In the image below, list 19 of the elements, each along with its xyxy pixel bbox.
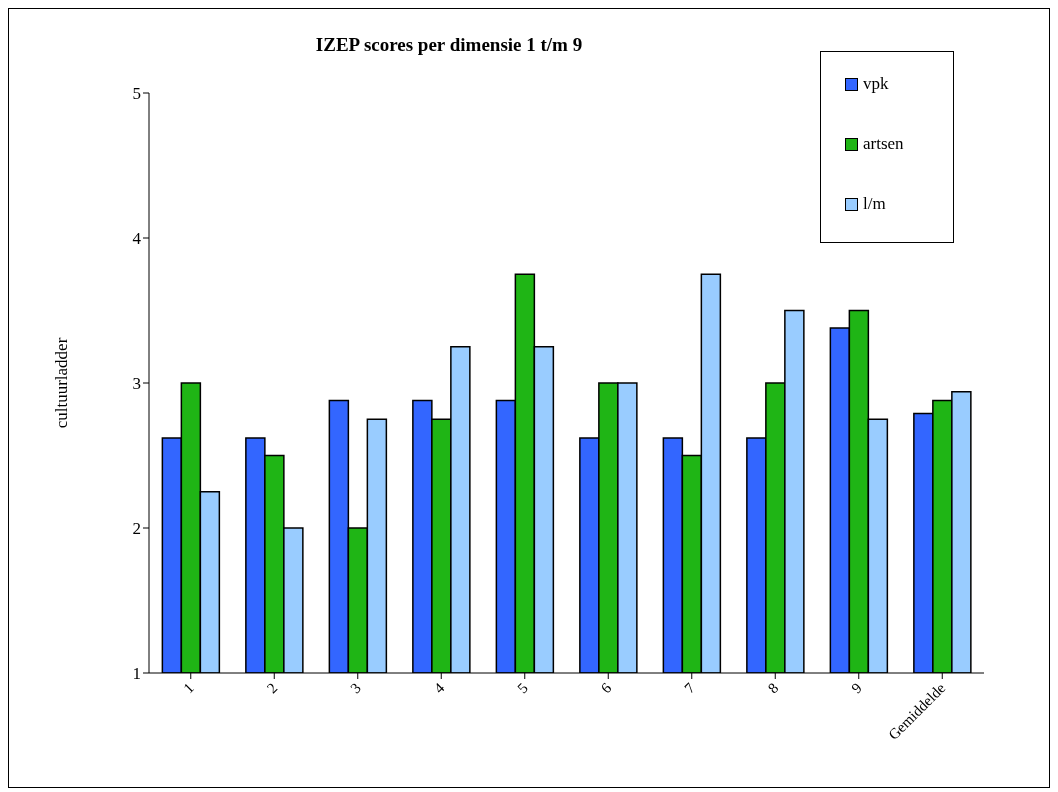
x-tick-label: 5 <box>514 679 531 697</box>
y-axis-title: cultuurladder <box>52 337 72 429</box>
y-tick-label: 2 <box>132 519 141 539</box>
legend-label: artsen <box>863 134 904 154</box>
y-tick-label: 1 <box>132 664 141 684</box>
y-tick-label: 4 <box>132 229 142 249</box>
x-tick-label: 3 <box>347 679 364 697</box>
legend-label: vpk <box>863 74 889 94</box>
x-tick-label: 1 <box>180 679 197 697</box>
x-tick-label: 6 <box>597 679 615 697</box>
y-tick-label: 3 <box>132 374 141 394</box>
chart-title: IZEP scores per dimensie 1 t/m 9 <box>314 34 584 56</box>
x-tick-label: 8 <box>764 679 782 697</box>
y-tick-label: 5 <box>132 84 141 104</box>
x-tick-label: 7 <box>681 679 699 697</box>
x-tick-label: 2 <box>263 679 281 697</box>
legend-label: l/m <box>863 194 886 214</box>
x-tick-label: 9 <box>848 679 865 697</box>
x-tick-label: 4 <box>430 679 448 697</box>
